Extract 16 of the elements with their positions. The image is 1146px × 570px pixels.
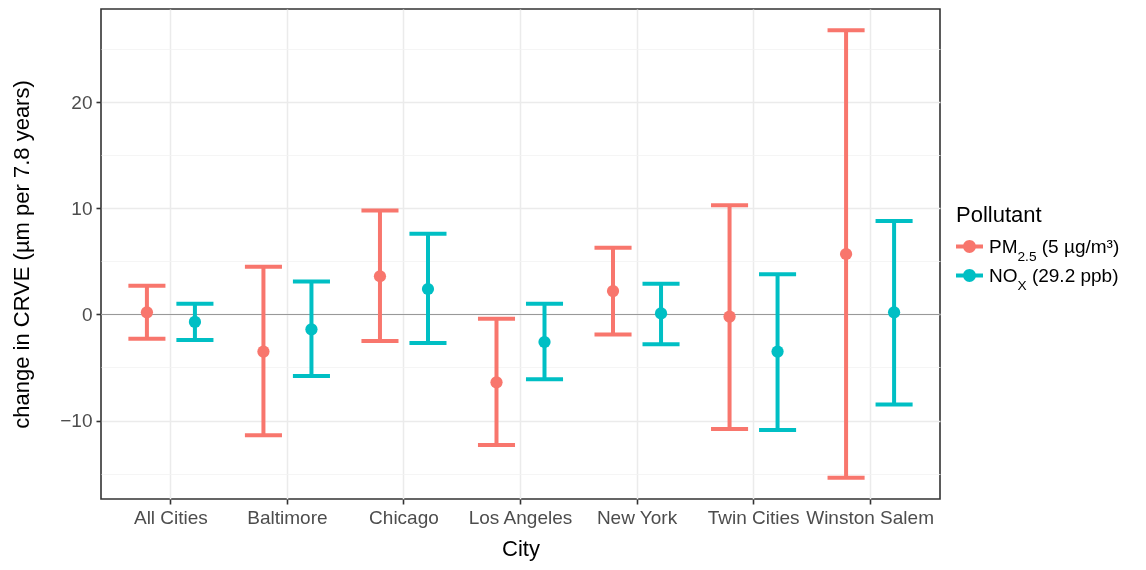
x-tick-label: Baltimore bbox=[247, 506, 328, 528]
x-tick-label: New York bbox=[596, 506, 678, 528]
y-tick-label: −10 bbox=[60, 410, 93, 432]
x-tick-label: Winston Salem bbox=[806, 506, 934, 528]
legend-title: Pollutant bbox=[956, 202, 1042, 227]
y-tick-label: 10 bbox=[71, 197, 93, 219]
x-tick-label: Twin Cities bbox=[707, 506, 800, 528]
y-tick-label: 20 bbox=[71, 91, 93, 113]
y-tick-label: 0 bbox=[81, 303, 93, 325]
y-axis-title: change in CRVE (µm per 7.8 years) bbox=[9, 80, 35, 429]
x-tick-label: All Cities bbox=[133, 506, 208, 528]
legend-label: PM$_{2.5}$ (5 µg/m³) bbox=[989, 235, 1120, 263]
x-tick-label: Chicago bbox=[369, 506, 439, 528]
x-tick-label: Los Angeles bbox=[468, 506, 573, 528]
legend-label: NO$_{X}$ (29.2 ppb) bbox=[989, 264, 1119, 292]
x-axis-title: City bbox=[502, 535, 540, 561]
